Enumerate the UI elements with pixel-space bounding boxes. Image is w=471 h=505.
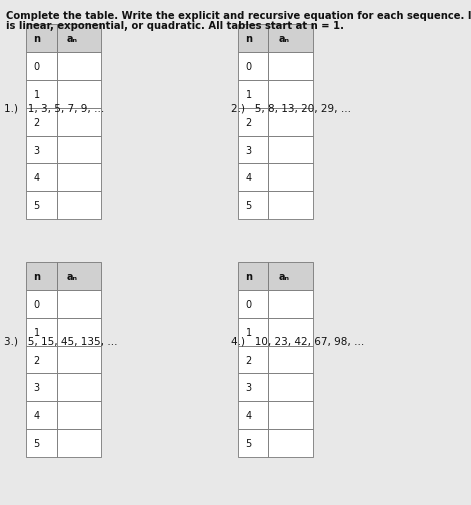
Bar <box>268 164 313 192</box>
Bar <box>26 164 57 192</box>
Bar <box>268 53 313 81</box>
Text: n: n <box>33 34 40 44</box>
Bar <box>238 263 268 290</box>
Text: 4: 4 <box>245 411 252 420</box>
Text: 2: 2 <box>33 118 40 127</box>
Text: 1: 1 <box>33 90 40 99</box>
Text: 0: 0 <box>33 62 40 72</box>
Text: Complete the table. Write the explicit and recursive equation for each sequence.: Complete the table. Write the explicit a… <box>6 11 471 21</box>
Bar <box>57 164 101 192</box>
Bar <box>268 25 313 53</box>
Bar <box>238 109 268 136</box>
Bar <box>57 374 101 401</box>
Bar <box>268 429 313 457</box>
Bar <box>26 401 57 429</box>
Text: 5: 5 <box>245 438 252 448</box>
Text: aₙ: aₙ <box>67 34 78 44</box>
Text: aₙ: aₙ <box>279 34 290 44</box>
Bar <box>268 318 313 346</box>
Bar <box>238 136 268 164</box>
Bar <box>238 429 268 457</box>
Bar <box>238 81 268 109</box>
Bar <box>268 109 313 136</box>
Text: 4: 4 <box>33 411 40 420</box>
Bar <box>57 192 101 220</box>
Bar <box>238 401 268 429</box>
Text: 4: 4 <box>33 173 40 183</box>
Text: 3: 3 <box>245 145 252 155</box>
Text: 1: 1 <box>245 327 252 337</box>
Text: 3: 3 <box>33 383 40 392</box>
Text: 1: 1 <box>245 90 252 99</box>
Bar <box>268 401 313 429</box>
Bar <box>26 109 57 136</box>
Bar <box>57 136 101 164</box>
Bar <box>268 263 313 290</box>
Text: 2: 2 <box>33 355 40 365</box>
Bar <box>238 192 268 220</box>
Bar <box>26 318 57 346</box>
Text: 1.)   1, 3, 5, 7, 9, …: 1.) 1, 3, 5, 7, 9, … <box>4 104 104 114</box>
Bar <box>26 25 57 53</box>
Text: 4: 4 <box>245 173 252 183</box>
Text: 2.)   5, 8, 13, 20, 29, …: 2.) 5, 8, 13, 20, 29, … <box>231 104 351 114</box>
Bar <box>57 81 101 109</box>
Bar <box>26 81 57 109</box>
Text: 1: 1 <box>33 327 40 337</box>
Bar <box>238 164 268 192</box>
Text: 5: 5 <box>33 201 40 211</box>
Text: is linear, exponential, or quadratic. All tables start at n = 1.: is linear, exponential, or quadratic. Al… <box>6 21 344 31</box>
Text: n: n <box>245 34 252 44</box>
Text: 3: 3 <box>245 383 252 392</box>
Bar <box>26 263 57 290</box>
Bar <box>57 318 101 346</box>
Text: 3: 3 <box>33 145 40 155</box>
Bar <box>57 53 101 81</box>
Bar <box>57 346 101 374</box>
Bar <box>57 290 101 318</box>
Bar <box>238 346 268 374</box>
Text: 0: 0 <box>33 299 40 309</box>
Text: aₙ: aₙ <box>279 272 290 281</box>
Text: 4.)   10, 23, 42, 67, 98, …: 4.) 10, 23, 42, 67, 98, … <box>231 336 364 346</box>
Bar <box>26 136 57 164</box>
Text: n: n <box>245 272 252 281</box>
Bar <box>26 290 57 318</box>
Text: 0: 0 <box>245 62 252 72</box>
Bar <box>57 429 101 457</box>
Bar <box>57 109 101 136</box>
Bar <box>268 81 313 109</box>
Bar <box>268 192 313 220</box>
Bar <box>238 290 268 318</box>
Bar <box>268 374 313 401</box>
Text: 2: 2 <box>245 118 252 127</box>
Bar <box>238 374 268 401</box>
Bar <box>57 401 101 429</box>
Text: aₙ: aₙ <box>67 272 78 281</box>
Bar <box>57 263 101 290</box>
Bar <box>268 290 313 318</box>
Bar <box>26 429 57 457</box>
Bar <box>238 318 268 346</box>
Bar <box>57 25 101 53</box>
Bar <box>238 53 268 81</box>
Text: 5: 5 <box>33 438 40 448</box>
Bar <box>26 192 57 220</box>
Text: 5: 5 <box>245 201 252 211</box>
Bar <box>26 53 57 81</box>
Bar <box>268 346 313 374</box>
Text: n: n <box>33 272 40 281</box>
Bar <box>26 346 57 374</box>
Bar <box>26 374 57 401</box>
Bar <box>238 25 268 53</box>
Text: 3.)   5, 15, 45, 135, …: 3.) 5, 15, 45, 135, … <box>4 336 117 346</box>
Bar <box>268 136 313 164</box>
Text: 2: 2 <box>245 355 252 365</box>
Text: 0: 0 <box>245 299 252 309</box>
